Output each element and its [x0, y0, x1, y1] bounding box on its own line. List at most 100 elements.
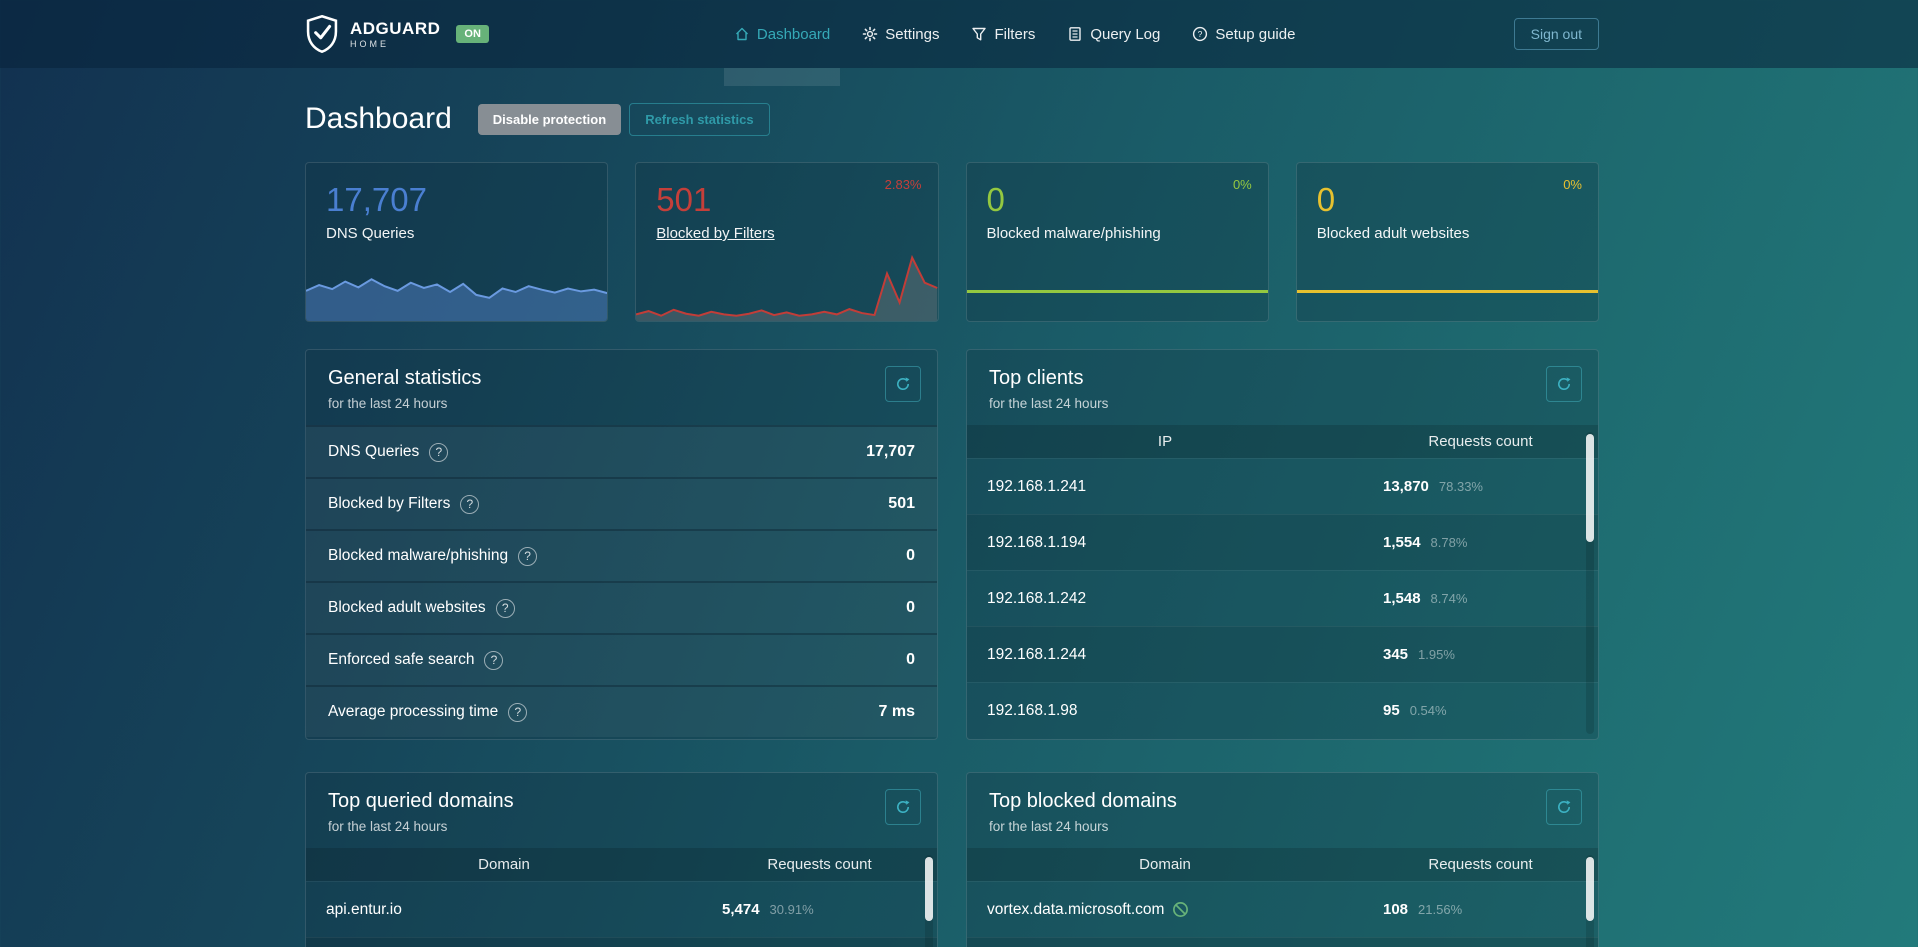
column-header-domain: Domain [478, 856, 530, 873]
top-blocked-domains-card: Top blocked domains for the last 24 hour… [966, 772, 1599, 947]
card-subtitle: for the last 24 hours [989, 819, 1109, 834]
blocked-filters-percent: 2.83% [884, 177, 922, 192]
nav-item-label: Settings [885, 25, 940, 43]
stat-row-value: 0 [906, 547, 915, 564]
refresh-statistics-button[interactable]: Refresh statistics [629, 102, 770, 136]
disable-protection-button[interactable]: Disable protection [477, 103, 622, 135]
blocked-malware-percent: 0% [1232, 177, 1252, 192]
protection-status-badge: ON [456, 25, 489, 43]
help-icon[interactable]: ? [508, 702, 528, 722]
card-title: General statistics [328, 367, 482, 389]
request-count: 13,870 [1383, 478, 1429, 495]
shield-logo-icon [305, 15, 339, 53]
gear-icon [862, 26, 878, 42]
scrollbar-thumb[interactable] [1586, 434, 1594, 542]
column-header-requests: Requests count [1428, 433, 1533, 450]
refresh-card-button[interactable] [885, 366, 921, 402]
stat-card-dns-queries: 17,707 DNS Queries [305, 162, 609, 322]
dns-queries-value: 17,707 [326, 181, 427, 218]
refresh-card-button[interactable] [1546, 789, 1582, 825]
queried-domains-table-body: api.entur.io 5,474 30.91% [306, 881, 937, 947]
stat-row-label: Average processing time [328, 703, 499, 720]
request-percent: 0.54% [1409, 703, 1447, 718]
scrollbar-thumb[interactable] [1586, 857, 1594, 921]
domain-link[interactable]: api.entur.io [326, 900, 402, 918]
dashboard-icon [735, 27, 748, 41]
help-icon[interactable]: ? [518, 546, 538, 566]
general-statistics-rows: DNS Queries? 17,707 Blocked by Filters? … [306, 425, 937, 737]
stat-row-label: Blocked malware/phishing [328, 547, 509, 564]
clients-table-body: 192.168.1.241 13,870 78.33% 192.168.1.194… [967, 458, 1598, 738]
blocked-adult-flatline [1296, 290, 1598, 293]
stat-card-blocked-malware: 0 Blocked malware/phishing 0% [965, 162, 1269, 322]
request-percent: 8.74% [1430, 591, 1468, 606]
stat-row-label: Blocked adult websites [328, 599, 486, 616]
request-percent: 30.91% [769, 902, 814, 917]
client-ip-link[interactable]: 192.168.1.241 [987, 477, 1087, 495]
blocked-adult-percent: 0% [1563, 177, 1582, 192]
table-row: 192.168.1.98 95 0.54% [967, 682, 1598, 738]
client-ip-link[interactable]: 192.168.1.194 [987, 533, 1087, 551]
stat-row: DNS Queries? 17,707 [306, 425, 937, 477]
blocked-domains-table-body: vortex.data.microsoft.com 108 21.56% [967, 881, 1598, 947]
nav-item-dashboard[interactable]: Dashboard [723, 0, 841, 86]
vertical-scrollbar[interactable] [1586, 855, 1594, 947]
card-subtitle: for the last 24 hours [328, 396, 448, 411]
request-count: 108 [1383, 901, 1409, 918]
client-ip-link[interactable]: 192.168.1.244 [987, 645, 1087, 663]
nav-item-setup-guide[interactable]: ? Setup guide [1192, 0, 1295, 68]
card-subtitle: for the last 24 hours [328, 819, 448, 834]
adguard-home-logo[interactable]: ADGUARD HOME ON [305, 15, 489, 53]
nav-menu: Dashboard Settings Filters Query Log ? S… [723, 0, 1295, 86]
stat-row: Blocked adult websites? 0 [306, 581, 937, 633]
page-header: Dashboard Disable protection Refresh sta… [305, 102, 1599, 136]
top-clients-card: Top clients for the last 24 hours IP Req… [966, 349, 1599, 740]
nav-item-query-log[interactable]: Query Log [1067, 0, 1160, 68]
refresh-icon [1558, 800, 1571, 813]
card-title: Top clients [989, 367, 1084, 389]
request-count: 1,554 [1383, 534, 1421, 551]
blocked-filters-link[interactable]: Blocked by Filters [656, 225, 775, 242]
refresh-card-button[interactable] [885, 789, 921, 825]
stat-cards-row: 17,707 DNS Queries 501 Blocked by Filter… [305, 162, 1599, 322]
stat-row-value: 0 [906, 599, 915, 616]
table-row: api.entur.io 5,474 30.91% [306, 881, 937, 937]
nav-item-label: Filters [994, 25, 1036, 43]
client-ip-link[interactable]: 192.168.1.98 [987, 701, 1078, 719]
help-icon[interactable]: ? [484, 650, 504, 670]
help-icon[interactable]: ? [460, 494, 480, 514]
client-ip-link[interactable]: 192.168.1.242 [987, 589, 1087, 607]
request-count: 95 [1383, 702, 1400, 719]
blocked-filters-value: 501 [656, 181, 712, 218]
blocked-malware-value: 0 [986, 181, 1005, 218]
blocked-filters-sparkline [636, 255, 938, 321]
request-count: 1,548 [1383, 590, 1421, 607]
general-statistics-card: General statistics for the last 24 hours… [305, 349, 938, 740]
refresh-icon [897, 800, 910, 813]
nav-item-filters[interactable]: Filters [971, 0, 1035, 68]
domain-link[interactable]: vortex.data.microsoft.com [987, 901, 1383, 919]
table-header: Domain Requests count [967, 848, 1598, 881]
help-icon[interactable]: ? [495, 598, 515, 618]
request-percent: 78.33% [1438, 479, 1483, 494]
stat-row: Enforced safe search? 0 [306, 633, 937, 685]
card-title: Top blocked domains [989, 790, 1177, 812]
nav-item-label: Dashboard [756, 25, 831, 43]
table-row: 192.168.1.194 1,554 8.78% [967, 514, 1598, 570]
stat-row: Blocked by Filters? 501 [306, 477, 937, 529]
refresh-card-button[interactable] [1546, 366, 1582, 402]
page-title: Dashboard [305, 102, 452, 135]
vertical-scrollbar[interactable] [925, 855, 933, 947]
stat-row-label: DNS Queries [328, 443, 420, 460]
table-header: IP Requests count [967, 425, 1598, 458]
scrollbar-thumb[interactable] [925, 857, 933, 921]
vertical-scrollbar[interactable] [1586, 432, 1594, 734]
help-icon[interactable]: ? [429, 442, 449, 462]
request-count: 345 [1383, 646, 1409, 663]
question-circle-icon: ? [1193, 26, 1208, 42]
top-queried-domains-card: Top queried domains for the last 24 hour… [305, 772, 938, 947]
nav-item-settings[interactable]: Settings [862, 0, 939, 68]
dns-queries-label: DNS Queries [326, 225, 415, 242]
document-icon [1069, 27, 1082, 41]
sign-out-button[interactable]: Sign out [1513, 18, 1599, 50]
